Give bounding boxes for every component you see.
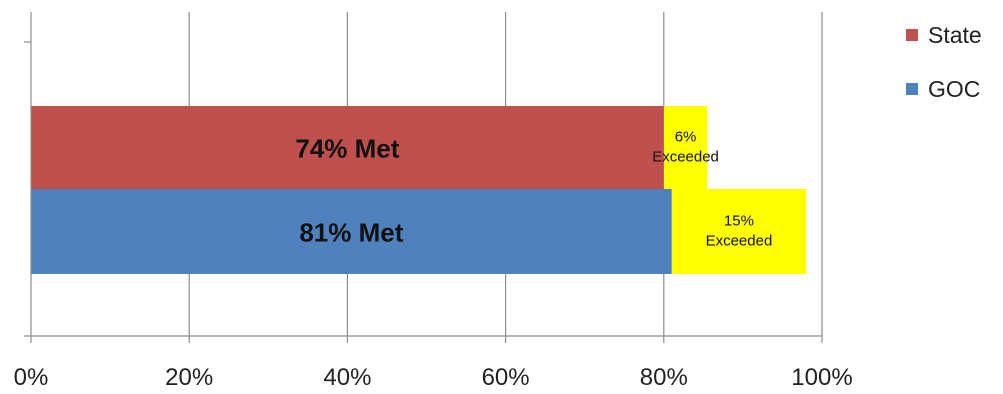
x-tick-label: 100% [791,364,852,391]
legend: State GOC [906,20,982,128]
exceeded-pct-goc: 15% [724,213,754,230]
legend-swatch-goc [906,83,918,95]
bars-group: 74% Met 6% Exceeded 81% Met 15% Exceeded [31,106,807,274]
bar-met-state [31,106,664,189]
legend-label-goc: GOC [928,75,981,102]
bar-exceeded-goc [671,189,807,274]
legend-item-state: State [906,20,982,50]
met-label-state: 74% Met [295,134,399,164]
x-tick-label: 0% [14,364,49,391]
exceeded-word-state: Exceeded [652,149,719,166]
axes [24,12,823,343]
legend-swatch-state [906,29,918,41]
met-label-goc: 81% Met [299,218,403,248]
bar-met-goc [31,189,672,274]
x-tick-label: 80% [640,364,688,391]
x-tick-labels: 0% 20% 40% 60% 80% 100% [14,364,853,391]
legend-item-goc: GOC [906,74,982,104]
exceeded-word-goc: Exceeded [706,233,773,250]
x-tick-label: 40% [323,364,371,391]
bar-exceeded-state [663,106,708,189]
exceeded-pct-state: 6% [675,129,697,146]
x-tick-label: 20% [165,364,213,391]
legend-label-state: State [928,21,982,48]
x-tick-label: 60% [482,364,530,391]
